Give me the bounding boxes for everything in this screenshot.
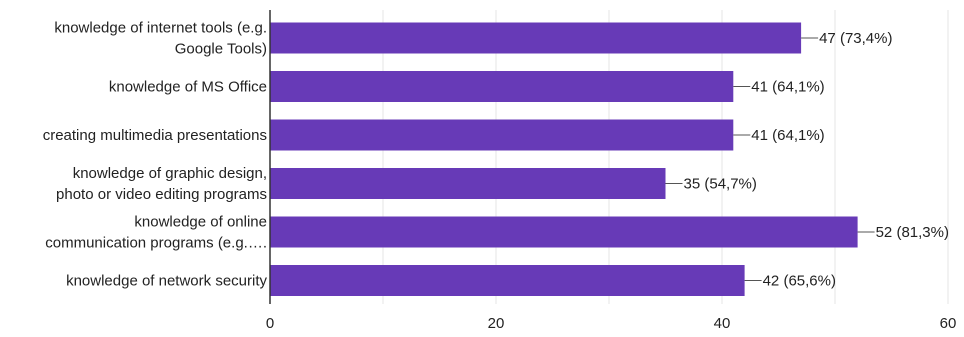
bar [270,168,666,199]
bar [270,216,858,248]
bar [270,265,745,296]
category-label-line: knowledge of internet tools (e.g. [54,20,267,37]
category-label: knowledge of online communication program… [45,214,267,252]
x-tick-label: 20 [488,315,505,332]
grid-layer [382,10,949,304]
bar [270,119,734,151]
data-label-layer: 47 (73,4%) 41 (64,1%) 41 (64,1%) 35 (54,7%)… [665,30,949,290]
category-label-line: knowledge of network security [66,273,267,290]
category-label: knowledge of graphic design, photo or vid… [56,165,267,203]
data-label: 41 (64,1%) [751,127,824,144]
category-label-line: knowledge of graphic design, [73,165,267,182]
category-label-line: creating multimedia presentations [43,127,267,144]
data-label: 35 (54,7%) [684,176,757,193]
category-label: knowledge of internet tools (e.g. Google … [54,20,267,58]
data-label: 42 (65,6%) [763,273,836,290]
category-label: creating multimedia presentations [43,127,267,144]
category-label-line: knowledge of online [134,214,267,231]
category-label: knowledge of MS Office [109,79,267,96]
data-label: 47 (73,4%) [819,30,892,47]
category-label-line: Google Tools) [175,41,267,58]
category-label: knowledge of network security [66,273,267,290]
data-label: 52 (81,3%) [876,224,949,241]
x-tick-label: 60 [940,315,957,332]
category-label-line: photo or video editing programs [56,186,267,203]
category-label-layer: knowledge of internet tools (e.g. Google … [43,20,268,290]
x-tick-label: 0 [266,315,274,332]
category-label-line: communication programs (e.g.…. [45,235,267,252]
bar-layer [270,22,858,296]
category-label-line: knowledge of MS Office [109,79,267,96]
x-tick-layer: 0 20 40 60 [266,315,957,332]
data-label: 41 (64,1%) [751,79,824,96]
bar [270,22,802,54]
bar [270,71,734,102]
x-tick-label: 40 [714,315,731,332]
